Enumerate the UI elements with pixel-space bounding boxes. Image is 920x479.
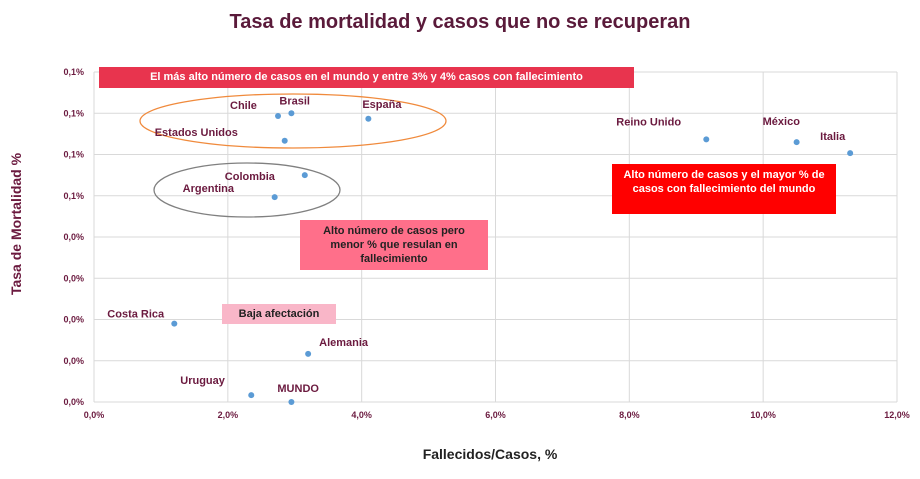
scatter-point	[288, 110, 295, 117]
scatter-point	[271, 194, 278, 201]
pink-box-annotation: Alto número de casos pero menor % que re…	[300, 220, 488, 270]
y-tick-label: 0,0%	[63, 315, 84, 325]
x-tick-label: 4,0%	[351, 410, 372, 420]
x-tick-label: 10,0%	[750, 410, 776, 420]
scatter-point	[171, 320, 178, 327]
point-label: Colombia	[225, 171, 276, 183]
x-tick-label: 0,0%	[84, 410, 105, 420]
x-tick-label: 2,0%	[218, 410, 239, 420]
scatter-point	[248, 392, 255, 399]
y-tick-label: 0,1%	[63, 67, 84, 77]
point-label: Brasil	[279, 95, 310, 107]
point-label: Alemania	[319, 337, 369, 349]
y-tick-label: 0,0%	[63, 397, 84, 407]
top-banner-annotation: El más alto número de casos en el mundo …	[99, 67, 634, 88]
scatter-point	[288, 399, 295, 405]
chart-title: Tasa de mortalidad y casos que no se rec…	[230, 11, 691, 33]
y-tick-label: 0,1%	[63, 150, 84, 160]
y-axis-title: Tasa de Mortalidad %	[8, 152, 24, 295]
scatter-point	[281, 137, 288, 144]
point-label: Chile	[230, 100, 257, 112]
y-tick-label: 0,1%	[63, 108, 84, 118]
point-label: Costa Rica	[107, 309, 165, 321]
red-box-annotation: Alto número de casos y el mayor % de cas…	[612, 164, 836, 214]
x-tick-label: 8,0%	[619, 410, 640, 420]
point-label: Reino Unido	[616, 116, 681, 128]
point-label: Estados Unidos	[155, 127, 238, 139]
y-axis-ticks: 0,0% 0,0% 0,0% 0,0% 0,0% 0,1% 0,1% 0,1% 0,1%	[63, 67, 84, 407]
gray-ellipse-annotation	[153, 162, 341, 218]
x-tick-label: 6,0%	[485, 410, 506, 420]
point-label: España	[362, 99, 402, 111]
scatter-point	[793, 139, 800, 146]
scatter-point	[703, 136, 710, 143]
point-label: México	[763, 116, 801, 128]
point-label: Italia	[820, 131, 846, 143]
scatter-point	[305, 350, 312, 357]
point-label: MUNDO	[277, 383, 319, 395]
x-axis-title: Fallecidos/Casos, %	[423, 446, 558, 462]
scatter-point	[847, 150, 854, 157]
scatter-point	[275, 113, 282, 119]
y-tick-label: 0,0%	[63, 273, 84, 283]
x-tick-label: 12,0%	[884, 410, 910, 420]
scatter-point	[365, 115, 372, 122]
point-label: Uruguay	[180, 375, 226, 387]
point-label: Argentina	[183, 183, 235, 195]
scatter-points: Chile Brasil España Estados Unidos Reino Uni…	[107, 95, 854, 405]
y-tick-label: 0,1%	[63, 191, 84, 201]
y-tick-label: 0,0%	[63, 232, 84, 242]
x-axis-ticks: 0,0% 2,0% 4,0% 6,0% 8,0% 10,0% 12,0%	[84, 410, 910, 420]
scatter-point	[301, 172, 308, 179]
y-tick-label: 0,0%	[63, 356, 84, 366]
orange-ellipse-annotation	[139, 93, 447, 149]
low-impact-annotation: Baja afectación	[222, 304, 336, 324]
